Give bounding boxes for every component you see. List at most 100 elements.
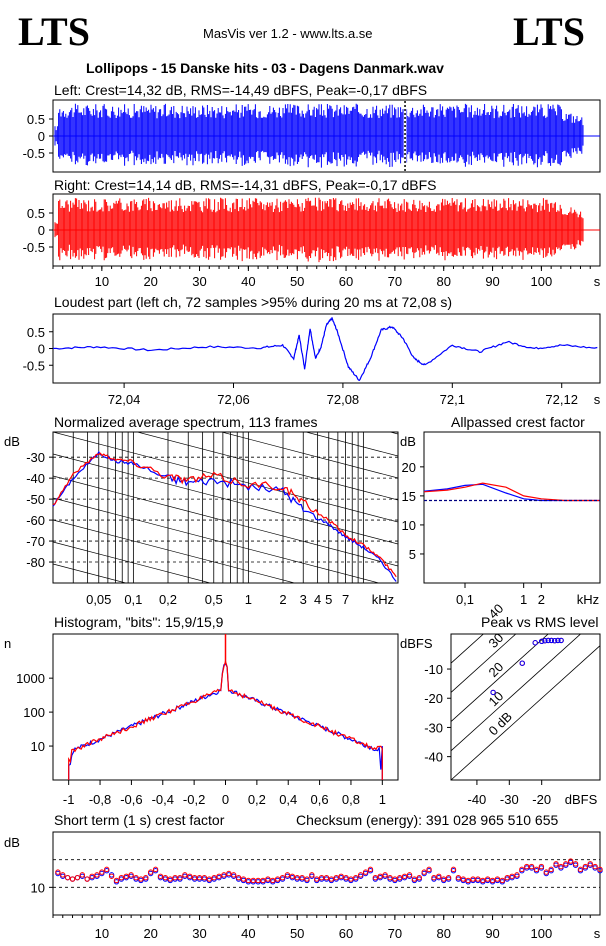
allpass-frame bbox=[423, 431, 601, 584]
crest-point-right bbox=[401, 873, 408, 879]
crest-point-right bbox=[509, 873, 515, 879]
histogram-xtick-label: -0,2 bbox=[183, 792, 205, 807]
peakrms-diag-label: 10 bbox=[486, 688, 507, 709]
checksum: Checksum (energy): 391 028 965 510 655 bbox=[296, 812, 559, 828]
allpass-xunit: kHz bbox=[577, 592, 599, 607]
crest-point-right bbox=[572, 861, 579, 867]
crest-point-right bbox=[592, 863, 598, 870]
peakrms-frame bbox=[450, 633, 601, 781]
allpass-ytick-label: 10 bbox=[402, 518, 416, 533]
crest-point-right bbox=[235, 874, 242, 881]
crest-point-right bbox=[221, 872, 227, 878]
spectrum-ytick-label: -60 bbox=[26, 513, 45, 528]
crest-point-right bbox=[528, 863, 535, 870]
histogram-xtick-label: 0,8 bbox=[342, 792, 360, 807]
crest-point-right bbox=[226, 870, 232, 877]
crest-point-right bbox=[377, 873, 383, 879]
spectrum-series-line bbox=[52, 452, 397, 578]
peakrms-diag-label: 30 bbox=[486, 630, 507, 651]
time-axis-label: 70 bbox=[388, 274, 402, 289]
crest-point-right bbox=[274, 876, 281, 882]
crest-point-right bbox=[484, 876, 491, 882]
crest-xtick-label: 40 bbox=[241, 926, 255, 941]
crest-point-right bbox=[206, 876, 212, 882]
crest-point-right bbox=[69, 876, 76, 882]
crest-point-right bbox=[357, 872, 364, 878]
histogram-series-line bbox=[68, 662, 383, 780]
crest-ytick-label: 10 bbox=[31, 880, 45, 895]
right-channel-ytick-label: -0.5 bbox=[23, 240, 45, 255]
crest-point-right bbox=[538, 863, 545, 870]
loudest-xtick-label: 72,12 bbox=[545, 392, 578, 407]
crest-point-right bbox=[152, 866, 159, 873]
allpass-ytick-label: 5 bbox=[409, 547, 416, 562]
spectrum-xtick-label: 7 bbox=[342, 592, 349, 607]
allpass-ytick-label: 15 bbox=[402, 489, 416, 504]
file-title: Lollipops - 15 Danske hits - 03 - Dagens… bbox=[86, 60, 444, 76]
crest-point-right bbox=[270, 877, 276, 884]
histogram-ylabel: n bbox=[4, 636, 11, 651]
crest-xtick-label: 30 bbox=[192, 926, 206, 941]
time-axis-label: 20 bbox=[143, 274, 157, 289]
crest-point-right bbox=[118, 874, 125, 881]
peakrms-xtick-label: -20 bbox=[532, 792, 551, 807]
app-version: MasVis ver 1.2 - www.lts.a.se bbox=[203, 26, 373, 41]
spectrum-series-line bbox=[52, 450, 397, 582]
spectrum-xtick-label: 3 bbox=[300, 592, 307, 607]
crest-point-right bbox=[431, 874, 437, 881]
crest-point-right bbox=[284, 872, 291, 878]
crest-point-right bbox=[441, 876, 447, 882]
time-axis-label: 100 bbox=[531, 274, 553, 289]
crest-point-right bbox=[147, 869, 154, 875]
crest-xtick-label: 80 bbox=[436, 926, 450, 941]
allpass-ytick-label: 20 bbox=[402, 460, 416, 475]
crest-point-right bbox=[314, 876, 320, 882]
peakrms-point bbox=[490, 689, 496, 696]
crest-xtick-label: 70 bbox=[388, 926, 402, 941]
allpass-title: Allpassed crest factor bbox=[451, 414, 585, 430]
crest-point-right bbox=[187, 873, 193, 879]
right-channel-ytick-label: 0.5 bbox=[27, 206, 45, 221]
crest-point-right bbox=[367, 866, 374, 873]
crest-xtick-label: 100 bbox=[531, 926, 553, 941]
crest-point-right bbox=[582, 863, 589, 870]
spectrum-slope-line bbox=[53, 563, 128, 583]
spectrum-xtick-label: 0,2 bbox=[159, 592, 177, 607]
crest-point-right bbox=[289, 873, 296, 879]
crest-point-right bbox=[74, 874, 81, 881]
crest-point-right bbox=[328, 876, 335, 882]
spectrum-xtick-label: 0,05 bbox=[86, 592, 111, 607]
histogram-xtick-label: 1 bbox=[379, 792, 386, 807]
time-axis-label: 40 bbox=[241, 274, 255, 289]
peakrms-point bbox=[551, 638, 558, 644]
crest-point-right bbox=[138, 876, 144, 882]
time-axis-label: 50 bbox=[290, 274, 304, 289]
peakrms-ytick-label: -10 bbox=[424, 662, 443, 677]
spectrum-title: Normalized average spectrum, 113 frames bbox=[54, 414, 318, 430]
histogram-ytick-label: 1000 bbox=[16, 671, 45, 686]
crest-point-right bbox=[563, 861, 569, 867]
crest-point-right bbox=[123, 873, 129, 879]
crest-point-right bbox=[323, 874, 330, 881]
peakrms-diag-label: 20 bbox=[486, 659, 507, 680]
crest-point-right bbox=[450, 866, 457, 873]
crest-point-right bbox=[343, 874, 349, 881]
right-channel-ytick-label: 0 bbox=[38, 223, 45, 238]
spectrum-xunit: kHz bbox=[372, 592, 394, 607]
spectrum-ylabel: dB bbox=[4, 434, 20, 449]
crest-point-right bbox=[133, 874, 139, 881]
histogram-xtick-label: -1 bbox=[63, 792, 75, 807]
peakrms-ytick-label: -30 bbox=[424, 720, 443, 735]
spectrum-slope-line bbox=[388, 432, 398, 435]
peakrms-point bbox=[538, 638, 545, 644]
crest-point-right bbox=[157, 873, 164, 879]
peakrms-ytick-label: -20 bbox=[424, 691, 443, 706]
crest-point-right bbox=[60, 872, 66, 878]
crest-point-right bbox=[514, 872, 520, 878]
spectrum-slope-line bbox=[220, 432, 398, 479]
spectrum-slope-line bbox=[53, 541, 212, 583]
loudest-xtick-label: 72,08 bbox=[327, 392, 360, 407]
crest-point-right bbox=[372, 874, 379, 881]
crest-point-right bbox=[480, 877, 486, 884]
